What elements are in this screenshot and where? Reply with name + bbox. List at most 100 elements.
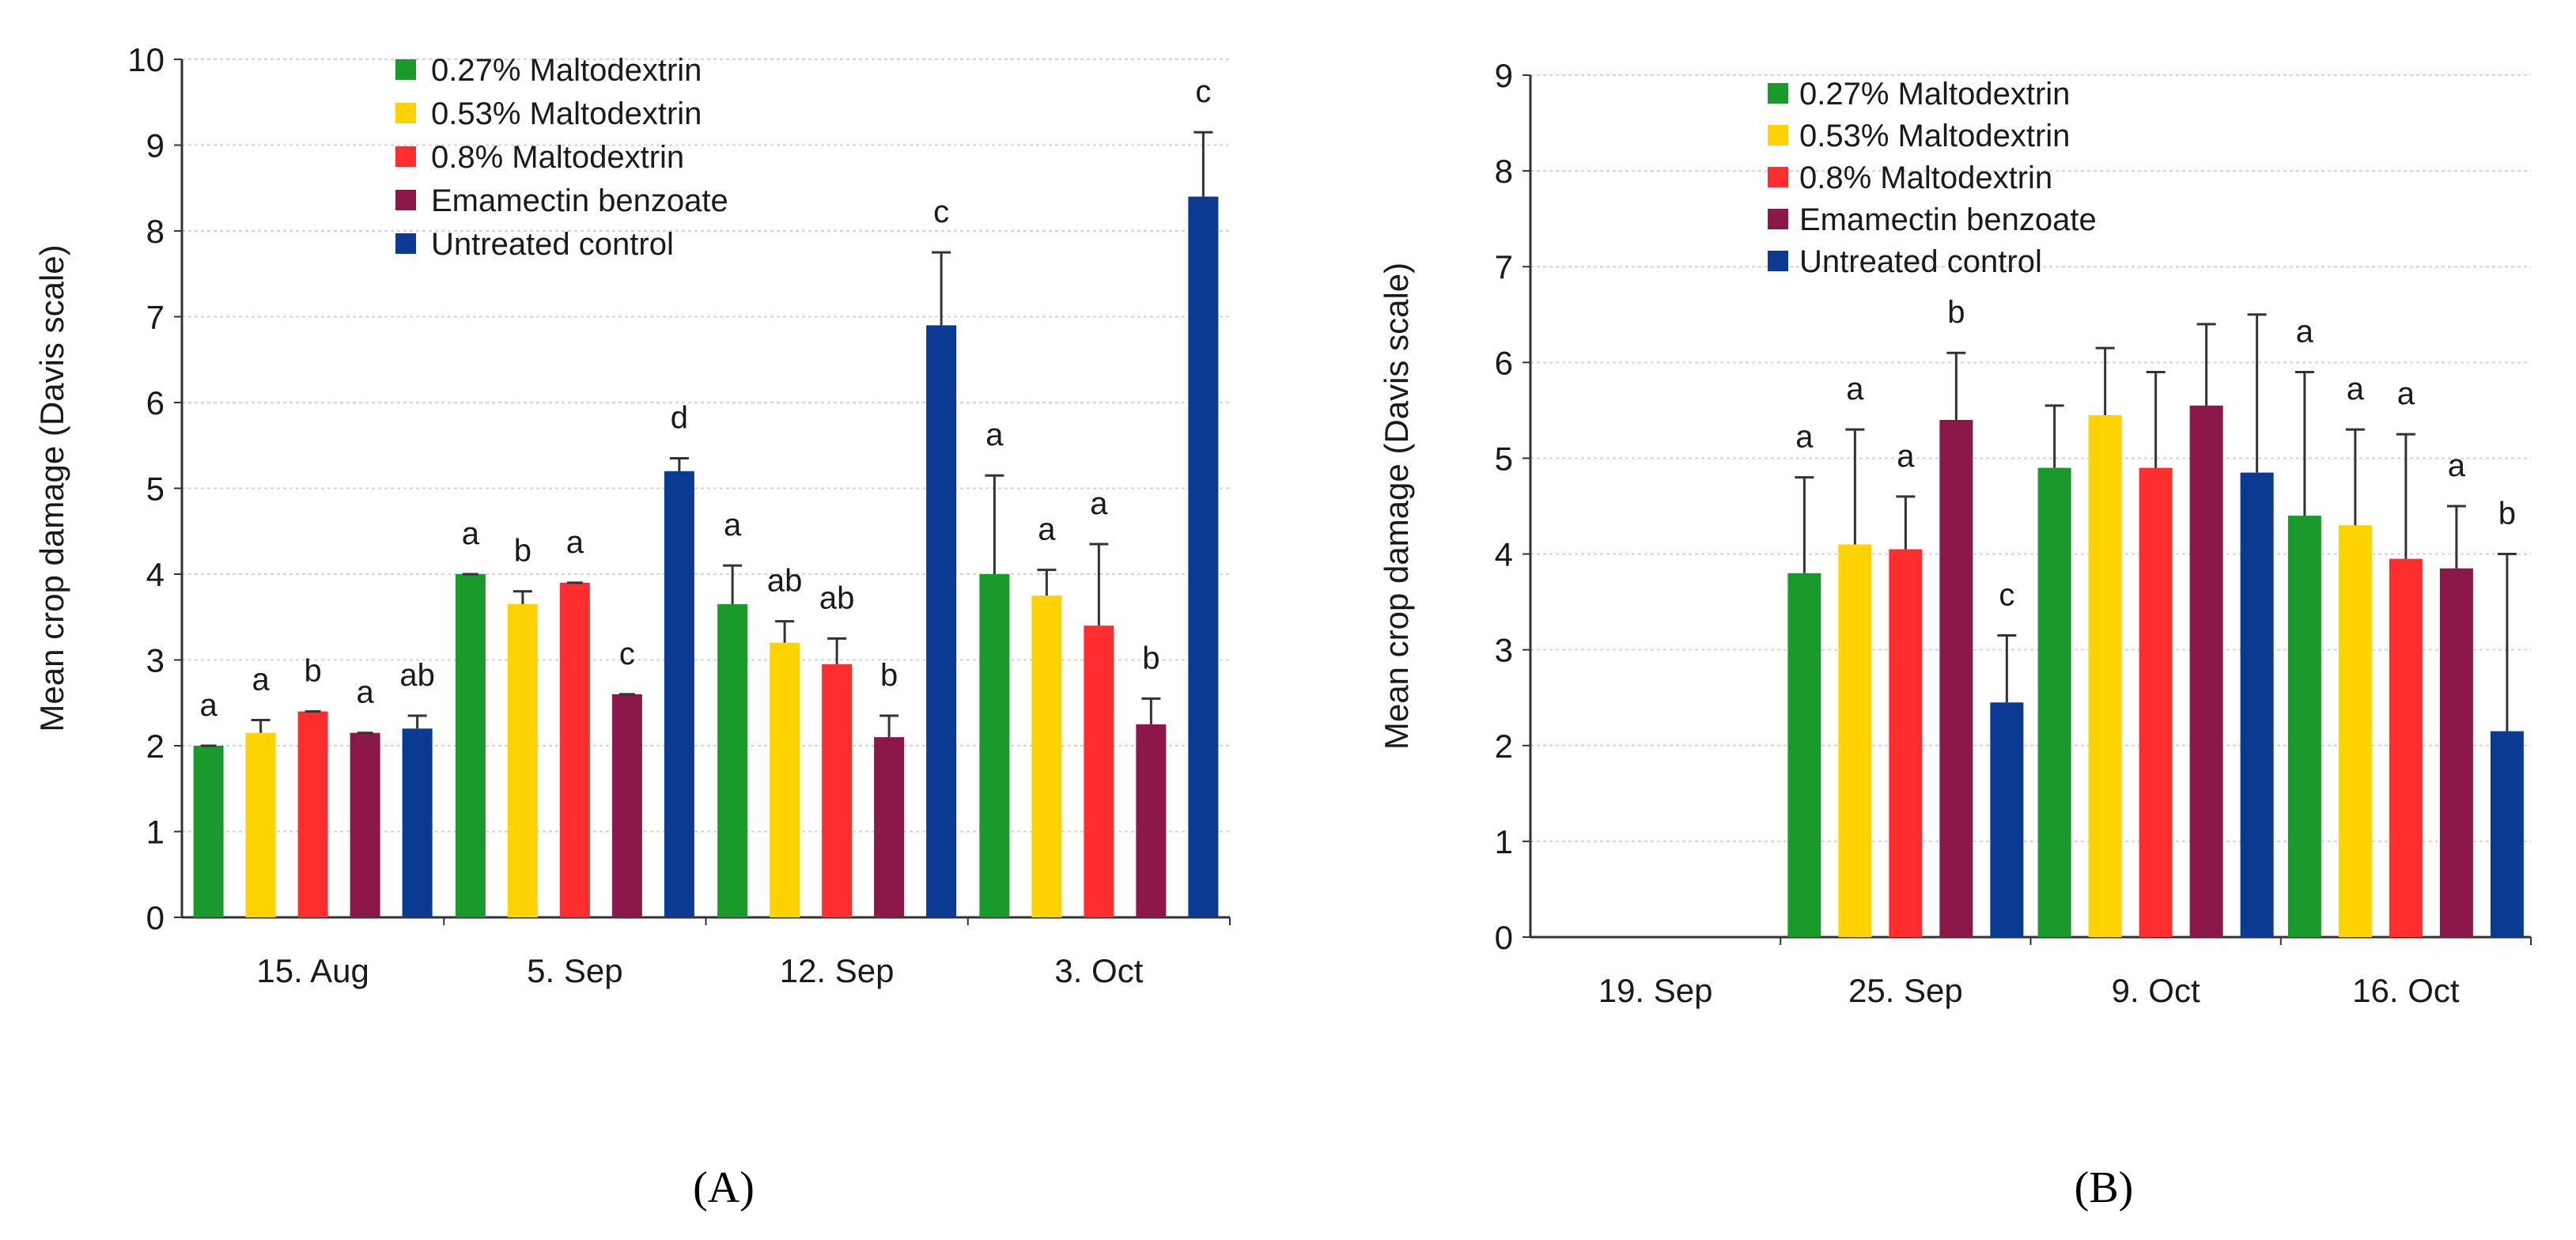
chart-b-bar — [1838, 544, 1872, 937]
chart-b-bar — [1889, 549, 1923, 937]
chart-a-y-tick-label: 4 — [146, 556, 165, 593]
caption-b: (B) — [2075, 1163, 2134, 1212]
chart-a-legend-swatch — [395, 190, 416, 210]
chart-a-y-tick-label: 10 — [127, 41, 165, 78]
chart-a-bar — [822, 663, 853, 917]
chart-b-bar — [2338, 525, 2372, 937]
chart-a-significance-letter: a — [724, 508, 742, 542]
chart-b-legend-label: 0.27% Maltodextrin — [1799, 77, 2070, 112]
chart-a-significance-letter: a — [200, 688, 218, 723]
chart-a-y-axis-label: Mean crop damage (Davis scale) — [33, 244, 70, 732]
chart-a-legend-label: 0.8% Maltodextrin — [431, 140, 684, 175]
chart-b-significance-letter: a — [1846, 372, 1864, 406]
chart-a-significance-letter: ab — [767, 564, 803, 599]
chart-a-bar — [559, 582, 590, 917]
chart-b-bar — [1990, 702, 2024, 937]
chart-b-y-tick-label: 8 — [1495, 153, 1513, 190]
chart-panel-a: 0 1 2 3 4 5 6 7 8 9 10 Mean crop damage (Davis scal… — [33, 41, 1231, 989]
chart-b-significance-letter: a — [2448, 448, 2466, 483]
chart-a-bar — [193, 746, 224, 917]
chart-a-bar — [664, 471, 694, 917]
chart-a-significance-letter: a — [1090, 486, 1108, 521]
chart-b-bar — [2139, 467, 2173, 937]
chart-a-legend-label: 0.53% Maltodextrin — [431, 96, 702, 131]
chart-b-bar — [2287, 516, 2321, 937]
chart-a-y-tick-label: 3 — [146, 642, 165, 679]
chart-b-bar — [2189, 405, 2223, 937]
chart-b-significance-letter: a — [1897, 439, 1915, 474]
chart-a-legend-swatch — [395, 59, 416, 80]
chart-a-x-tick-label: 12. Sep — [780, 952, 895, 989]
chart-a-bar — [611, 694, 642, 917]
chart-b-x-tick-label: 16. Oct — [2352, 972, 2460, 1009]
chart-b-significance-letter: a — [1795, 420, 1814, 455]
chart-a-significance-letter: b — [305, 654, 322, 689]
chart-b-bar — [2439, 568, 2473, 937]
chart-b-legend-swatch — [1768, 209, 1788, 229]
chart-a-legend-swatch — [395, 233, 416, 254]
chart-a-significance-letter: b — [1142, 641, 1159, 675]
chart-a-bar — [402, 728, 433, 917]
chart-b-significance-letter: a — [2296, 314, 2314, 349]
chart-b-y-tick-label: 5 — [1495, 440, 1513, 477]
chart-a-significance-letter: c — [933, 195, 949, 229]
chart-b-legend-swatch — [1768, 125, 1788, 146]
chart-b-y-tick-label: 9 — [1495, 57, 1513, 94]
chart-b-bar — [2490, 731, 2524, 937]
chart-b-significance-letter: c — [1999, 578, 2014, 613]
chart-b-bar — [2240, 472, 2274, 937]
chart-b-significance-letter: b — [2498, 497, 2516, 531]
chart-a-significance-letter: ab — [819, 580, 855, 615]
chart-a-y-tick-label: 9 — [146, 127, 165, 164]
chart-a-y-tick-label: 1 — [146, 814, 165, 851]
chart-a-legend-swatch — [395, 146, 416, 167]
chart-b-legend-swatch — [1768, 251, 1788, 271]
chart-b-y-tick-label: 2 — [1495, 728, 1513, 765]
chart-b-x-tick-label: 25. Sep — [1848, 972, 1963, 1009]
chart-a-bar — [1136, 724, 1167, 917]
chart-a-bar — [507, 603, 538, 917]
chart-a-x-tick-label: 3. Oct — [1054, 952, 1143, 989]
chart-b-legend-swatch — [1768, 83, 1788, 104]
chart-a-bar — [926, 325, 957, 918]
chart-b-legend-label: 0.53% Maltodextrin — [1799, 119, 2070, 153]
chart-a-significance-letter: c — [619, 637, 635, 671]
chart-b-y-tick-label: 0 — [1495, 919, 1513, 956]
chart-b-bar — [2088, 414, 2122, 937]
chart-a-significance-letter: a — [1038, 512, 1056, 547]
chart-a-y-tick-label: 2 — [146, 728, 165, 765]
chart-a-significance-letter: a — [462, 516, 480, 551]
chart-a-significance-letter: a — [252, 662, 270, 697]
chart-a-bar — [245, 732, 276, 917]
chart-b-bar — [2037, 467, 2071, 937]
chart-a-significance-letter: a — [357, 675, 375, 710]
chart-a-legend-label: 0.27% Maltodextrin — [431, 53, 702, 88]
chart-a-bar — [717, 603, 748, 917]
chart-a-y-tick-label: 8 — [146, 213, 165, 250]
chart-b-significance-letter: b — [1947, 295, 1965, 330]
chart-b-x-tick-label: 9. Oct — [2112, 972, 2200, 1009]
chart-b-legend-label: 0.8% Maltodextrin — [1799, 161, 2052, 195]
chart-b-legend-label: Emamectin benzoate — [1799, 202, 2097, 237]
chart-b-bar — [2389, 558, 2423, 937]
chart-b-y-tick-label: 1 — [1495, 823, 1513, 860]
chart-b-bar — [1939, 420, 1973, 937]
chart-a-significance-letter: ab — [399, 658, 435, 693]
chart-a-y-tick-label: 6 — [146, 384, 165, 422]
chart-b-legend-swatch — [1768, 167, 1788, 187]
chart-a-y-tick-label: 0 — [146, 899, 165, 936]
chart-a-significance-letter: d — [671, 401, 688, 436]
chart-b-x-tick-label: 19. Sep — [1598, 972, 1713, 1009]
chart-a-bar — [1084, 626, 1114, 917]
chart-b-y-tick-label: 6 — [1495, 344, 1513, 381]
chart-b-y-tick-label: 3 — [1495, 632, 1513, 669]
chart-a-x-tick-label: 15. Aug — [256, 952, 369, 989]
chart-b-significance-letter: a — [2397, 376, 2415, 411]
chart-b-y-tick-label: 4 — [1495, 536, 1513, 573]
chart-a-legend-label: Emamectin benzoate — [431, 183, 728, 218]
chart-b-y-axis-label: Mean crop damage (Davis scale) — [1378, 263, 1415, 750]
chart-a-significance-letter: a — [566, 525, 584, 560]
chart-a-bar — [770, 642, 800, 917]
chart-a-bar — [979, 574, 1010, 917]
chart-a-significance-letter: b — [514, 534, 531, 569]
